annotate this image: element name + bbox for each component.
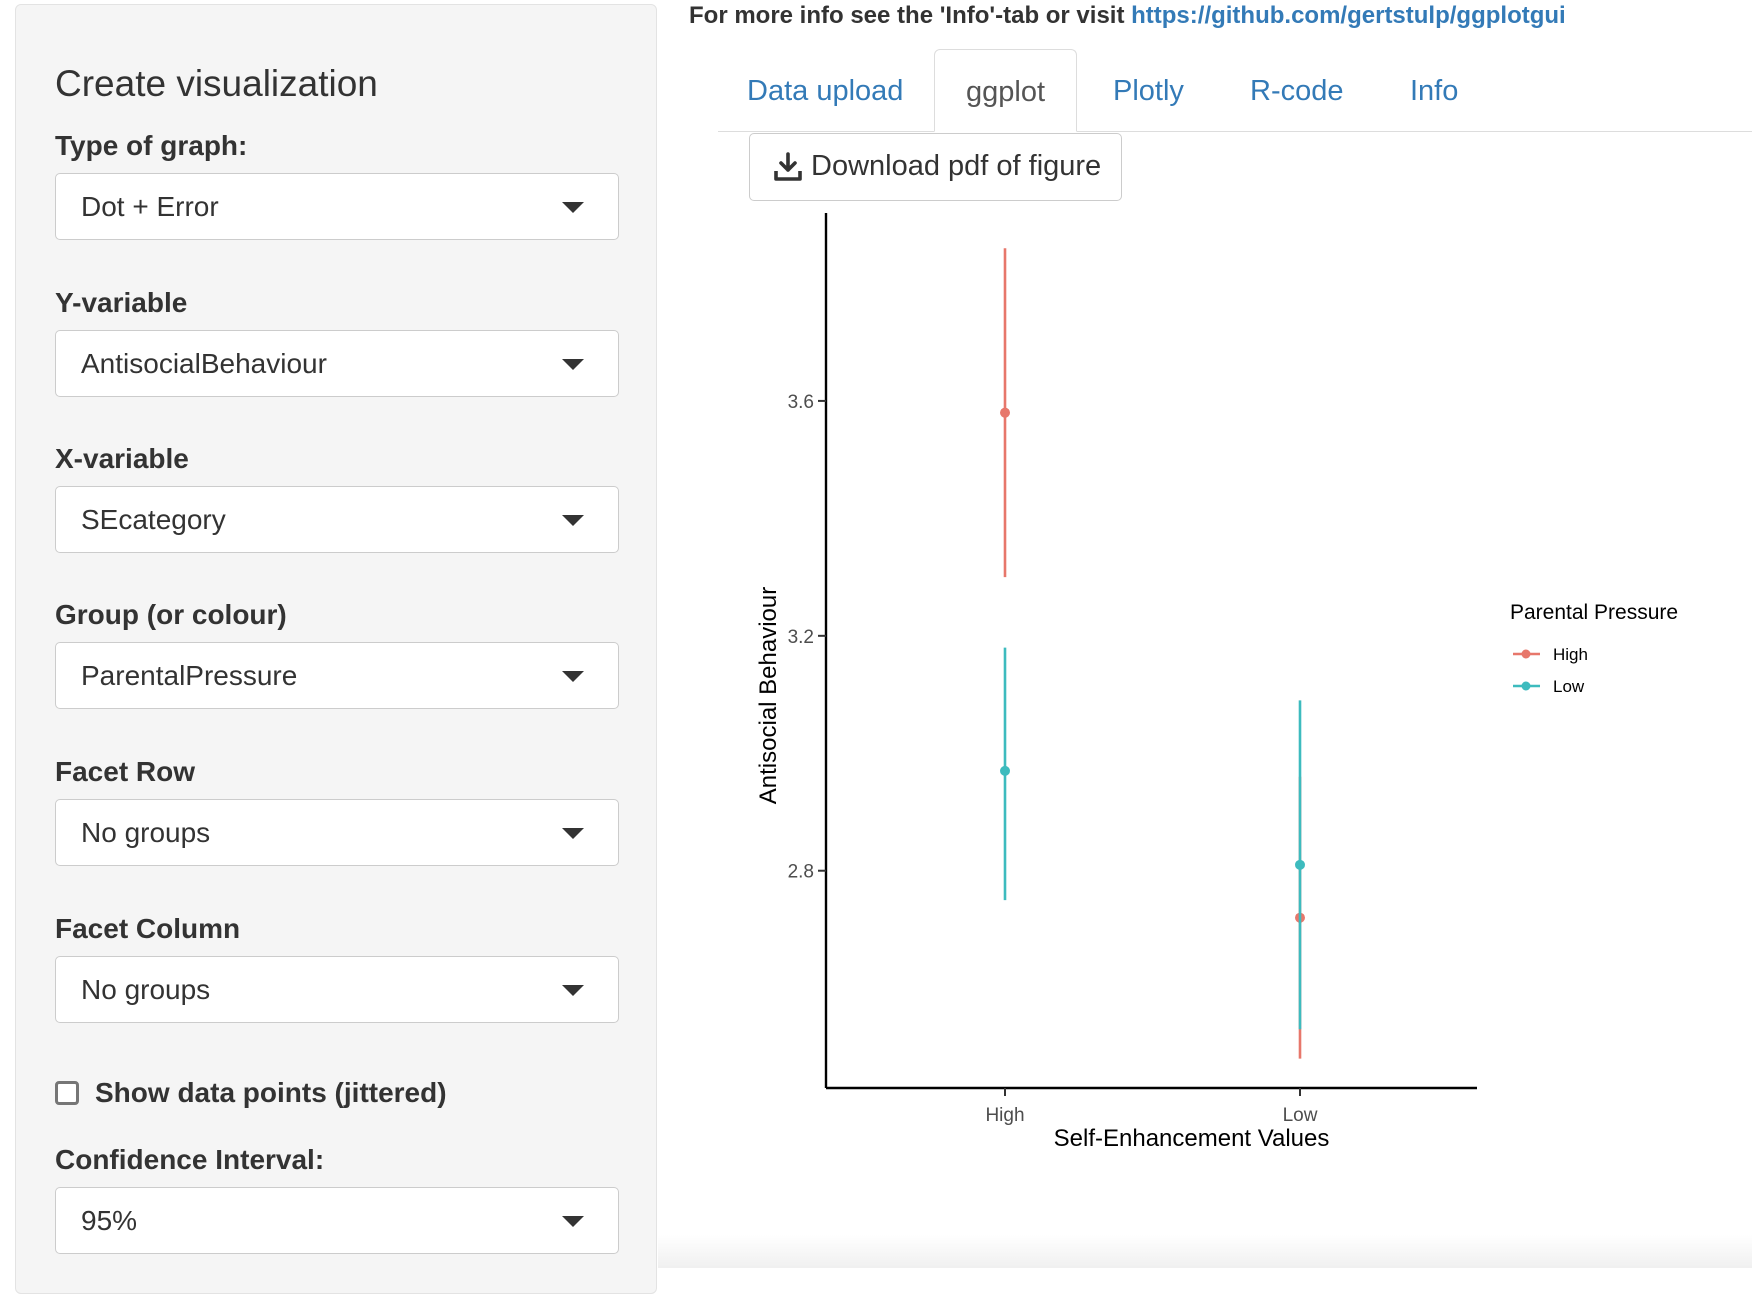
chevron-down-icon (562, 515, 584, 526)
x-variable-label: X-variable (55, 443, 189, 474)
chevron-down-icon (562, 202, 584, 213)
chevron-down-icon (562, 985, 584, 996)
y-tick-label: 3.2 (788, 627, 814, 648)
github-link[interactable]: https://github.com/gertstulp/ggplotgui (1131, 2, 1566, 29)
y-tick-label: 2.8 (788, 862, 814, 883)
confidence-interval-value: 95% (81, 1205, 138, 1236)
tabs-divider (718, 131, 1752, 132)
tab-plotly[interactable]: Plotly (1113, 75, 1184, 107)
data-point-high (1000, 407, 1010, 418)
type-of-graph-value: Dot + Error (81, 191, 219, 222)
x-variable-value: SEcategory (81, 504, 226, 535)
legend-label-low: Low (1553, 677, 1585, 696)
chevron-down-icon (562, 359, 584, 370)
download-icon (774, 152, 802, 181)
facet-column-value: No groups (81, 974, 211, 1005)
sidebar-panel: Create visualization Type of graph: Dot … (15, 4, 657, 1294)
dot-error-chart: 2.8 3.2 3.6 High Low Self-Enhancement Value… (755, 213, 1678, 1152)
confidence-interval-select[interactable]: 95% (55, 1187, 619, 1254)
confidence-interval-label: Confidence Interval: (55, 1144, 325, 1175)
group-select[interactable]: ParentalPressure (55, 642, 619, 709)
info-prefix: For more info see the 'Info'-tab or visi… (689, 2, 1132, 29)
tab-info[interactable]: Info (1410, 75, 1459, 107)
legend-key-dot (1521, 649, 1531, 659)
chevron-down-icon (562, 828, 584, 839)
info-text: For more info see the 'Info'-tab or visi… (689, 2, 1566, 30)
x-axis-label: Self-Enhancement Values (1054, 1125, 1330, 1152)
group-value: ParentalPressure (81, 660, 298, 691)
group-label: Group (or colour) (55, 599, 287, 630)
show-data-points-checkbox[interactable] (55, 1081, 79, 1105)
chevron-down-icon (562, 1216, 584, 1227)
legend-label-high: High (1553, 645, 1588, 664)
legend-title: Parental Pressure (1510, 601, 1678, 624)
chevron-down-icon (562, 671, 584, 682)
facet-row-label: Facet Row (55, 756, 196, 787)
y-axis-label: Antisocial Behaviour (755, 587, 782, 804)
data-point-low (1295, 859, 1305, 870)
show-data-points-label: Show data points (jittered) (95, 1077, 447, 1108)
download-pdf-button[interactable]: Download pdf of figure (749, 133, 1122, 201)
x-axis-ticks: High Low (985, 1088, 1318, 1126)
tab-ggplot[interactable]: ggplot (934, 49, 1078, 132)
sidebar-title: Create visualization (55, 63, 378, 104)
facet-row-value: No groups (81, 817, 211, 848)
y-variable-label: Y-variable (55, 287, 188, 318)
tab-data-upload[interactable]: Data upload (747, 75, 904, 107)
x-variable-select[interactable]: SEcategory (55, 486, 619, 553)
facet-row-select[interactable]: No groups (55, 799, 619, 866)
y-variable-value: AntisocialBehaviour (81, 348, 327, 379)
legend-key-dot (1521, 681, 1531, 691)
download-pdf-label: Download pdf of figure (811, 150, 1102, 182)
legend: Parental Pressure High Low (1510, 601, 1678, 696)
data-point-low (1000, 765, 1010, 776)
tab-r-code[interactable]: R-code (1250, 75, 1344, 107)
y-axis-ticks: 2.8 3.2 3.6 (788, 392, 826, 883)
x-tick-label: High (985, 1105, 1024, 1126)
bottom-shade (658, 1235, 1752, 1268)
type-of-graph-label: Type of graph: (55, 130, 248, 161)
y-variable-select[interactable]: AntisocialBehaviour (55, 330, 619, 397)
facet-column-label: Facet Column (55, 913, 241, 944)
chart-marks (1000, 248, 1305, 1059)
y-tick-label: 3.6 (788, 392, 814, 413)
facet-column-select[interactable]: No groups (55, 956, 619, 1023)
x-tick-label: Low (1283, 1105, 1318, 1126)
type-of-graph-select[interactable]: Dot + Error (55, 173, 619, 240)
